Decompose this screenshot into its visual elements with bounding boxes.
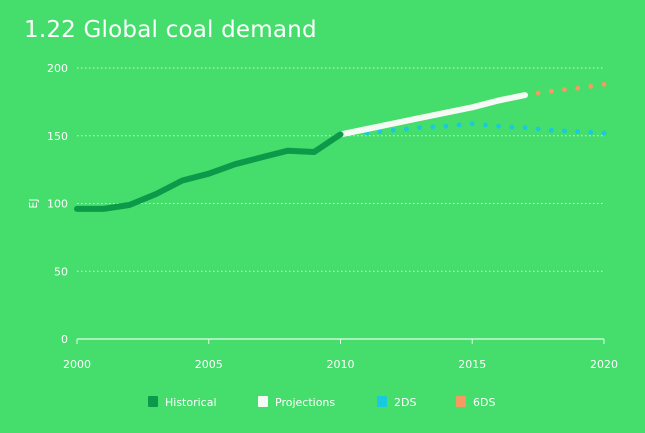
data-point-6ds — [535, 90, 541, 96]
series-6ds — [522, 81, 607, 98]
chart-title: 1.22 Global coal demand — [24, 17, 317, 43]
x-tick-label: 2020 — [590, 358, 618, 371]
y-tick-label: 0 — [61, 333, 68, 346]
data-point-2ds — [548, 127, 554, 133]
x-tick-label: 2010 — [327, 358, 355, 371]
legend-label-historical: Historical — [165, 396, 217, 409]
data-point-2ds — [456, 122, 462, 128]
data-point-2ds — [601, 130, 607, 136]
data-point-2ds — [588, 129, 594, 135]
data-point-2ds — [390, 127, 396, 133]
legend-swatch-6ds — [456, 396, 466, 407]
legend-label-projections: Projections — [275, 396, 335, 409]
data-point-6ds — [562, 87, 567, 93]
series-historical-line — [74, 131, 344, 212]
data-point-2ds — [496, 123, 501, 129]
data-point-2ds — [562, 128, 567, 134]
legend-swatch-2ds — [377, 396, 387, 407]
legend-swatch-historical — [148, 396, 158, 407]
x-tick-label: 2015 — [458, 358, 486, 371]
data-point-2ds — [443, 123, 449, 129]
data-point-2ds — [430, 124, 436, 130]
data-point-6ds — [548, 88, 554, 94]
data-point-2ds — [403, 126, 409, 132]
y-tick-label: 50 — [54, 265, 68, 278]
legend-label-2ds: 2DS — [394, 396, 416, 409]
legend-swatch-projections — [258, 396, 268, 407]
y-tick-label: 150 — [47, 130, 68, 143]
series-projections-line — [337, 92, 528, 138]
y-tick-label: 200 — [47, 62, 68, 75]
data-point-2ds — [509, 124, 515, 130]
legend-label-6ds: 6DS — [473, 396, 495, 409]
y-tick-label: 100 — [47, 198, 68, 211]
data-point-6ds — [601, 81, 607, 87]
data-point-2ds — [469, 121, 475, 126]
data-point-2ds — [522, 125, 528, 131]
data-point-6ds — [588, 83, 594, 89]
data-point-2ds — [417, 125, 422, 131]
data-point-2ds — [483, 122, 488, 128]
data-point-2ds — [575, 129, 581, 135]
x-tick-label: 2000 — [63, 358, 91, 371]
data-point-6ds — [575, 85, 581, 91]
x-tick-label: 2005 — [195, 358, 223, 371]
data-point-2ds — [535, 126, 541, 132]
y-axis-title: EJ — [27, 198, 40, 208]
data-point-2ds — [377, 129, 383, 135]
